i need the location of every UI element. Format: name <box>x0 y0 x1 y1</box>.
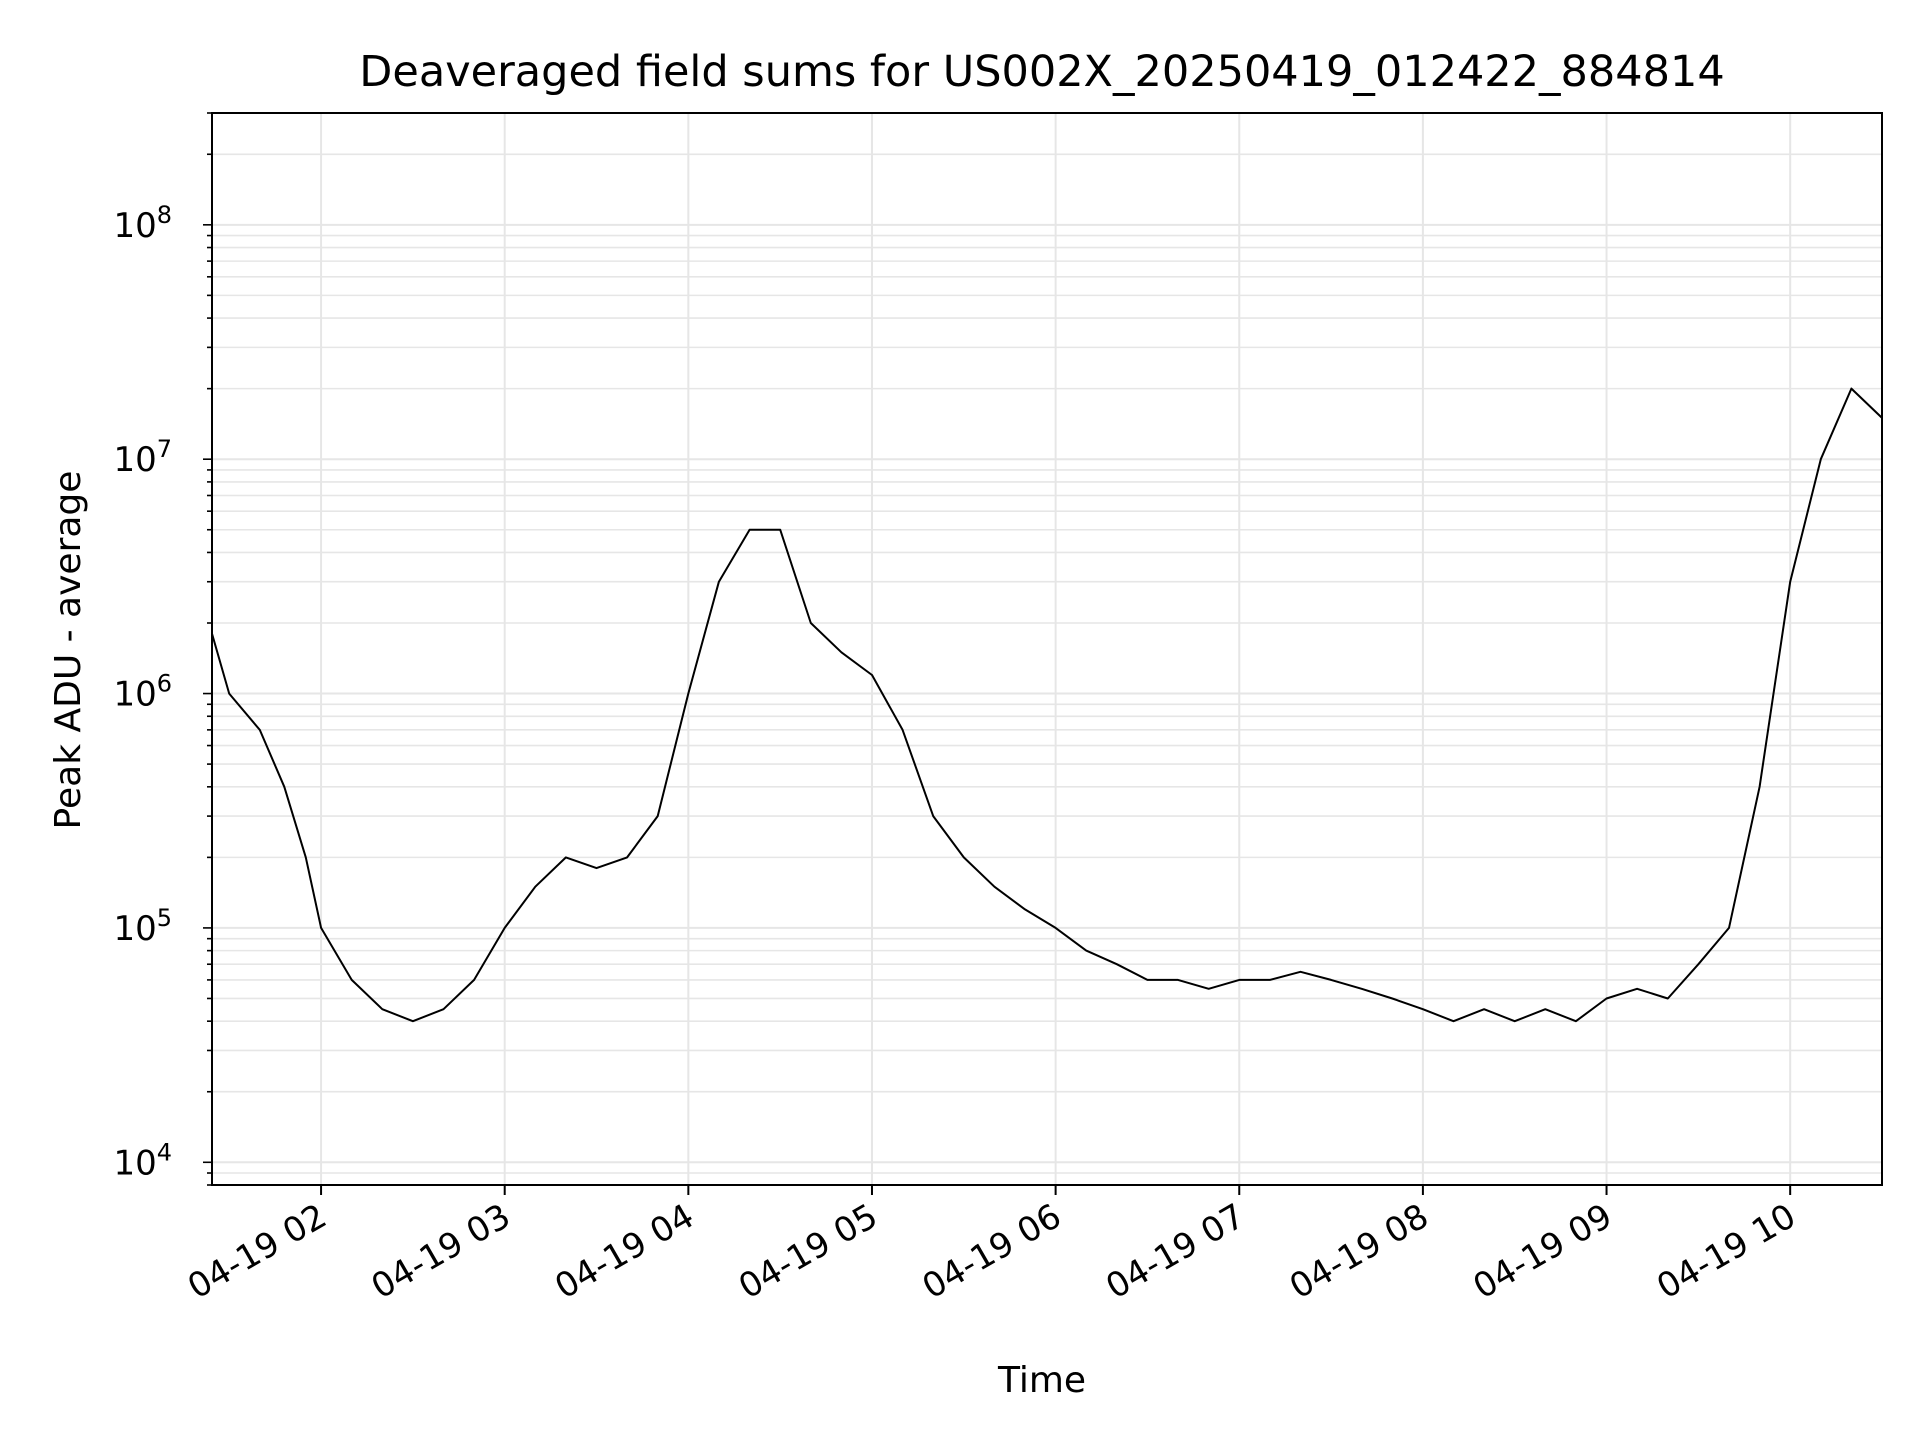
y-tick-base: 10 <box>113 909 156 949</box>
y-tick-base: 10 <box>113 675 156 715</box>
y-tick-exponent: 8 <box>157 201 172 229</box>
y-tick-label: 107 <box>113 435 172 480</box>
y-tick-base: 10 <box>113 206 156 246</box>
grid <box>212 112 1882 1186</box>
chart-title: Deaveraged field sums for US002X_2025041… <box>359 47 1724 97</box>
y-tick-exponent: 5 <box>157 904 172 932</box>
y-tick-label: 108 <box>113 201 172 246</box>
y-tick-exponent: 4 <box>157 1138 172 1166</box>
y-tick-base: 10 <box>113 1143 156 1183</box>
y-tick-base: 10 <box>113 440 156 480</box>
y-axis-title: Peak ADU - average <box>48 471 89 830</box>
y-tick-label: 104 <box>113 1138 172 1183</box>
y-tick-exponent: 6 <box>157 670 172 698</box>
series-line <box>211 387 1883 1023</box>
series-layer <box>211 387 1883 1023</box>
y-tick-exponent: 7 <box>157 435 172 463</box>
plot-frame <box>211 112 1883 1186</box>
y-tick-label: 106 <box>113 670 172 715</box>
x-axis-title: Time <box>997 1360 1086 1401</box>
y-tick-label: 105 <box>113 904 172 949</box>
